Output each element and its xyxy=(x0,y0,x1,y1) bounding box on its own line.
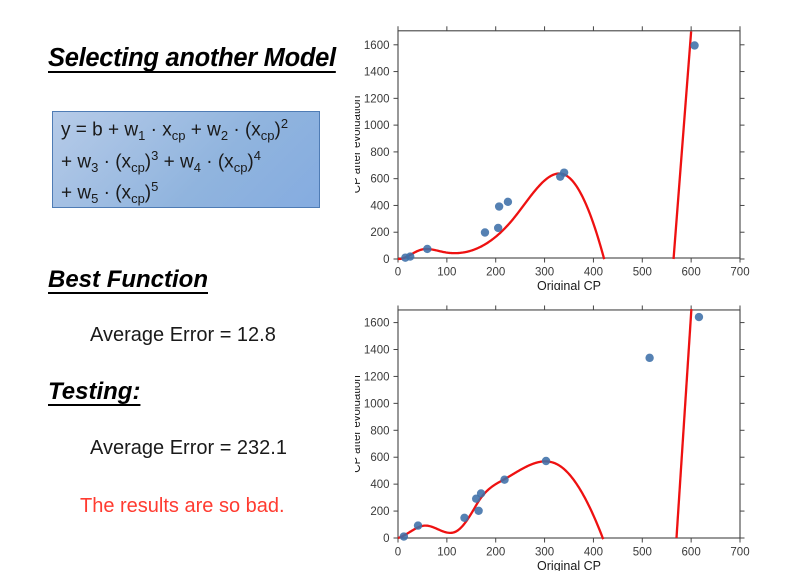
svg-text:1400: 1400 xyxy=(364,67,390,79)
svg-text:400: 400 xyxy=(370,200,389,212)
svg-text:400: 400 xyxy=(584,267,603,279)
svg-text:1400: 1400 xyxy=(364,345,390,357)
svg-text:0: 0 xyxy=(395,547,401,559)
svg-text:800: 800 xyxy=(370,425,389,437)
svg-text:0: 0 xyxy=(383,533,389,545)
svg-text:1200: 1200 xyxy=(364,93,390,105)
svg-text:500: 500 xyxy=(633,547,652,559)
svg-text:600: 600 xyxy=(370,452,389,464)
svg-text:200: 200 xyxy=(370,227,389,239)
svg-text:500: 500 xyxy=(633,267,652,279)
svg-text:1600: 1600 xyxy=(364,40,390,52)
svg-text:Original CP: Original CP xyxy=(537,279,601,290)
svg-text:700: 700 xyxy=(730,547,749,559)
svg-text:CP after evoluation: CP after evoluation xyxy=(355,96,363,194)
svg-text:400: 400 xyxy=(584,547,603,559)
svg-text:800: 800 xyxy=(370,147,389,159)
svg-text:200: 200 xyxy=(486,547,505,559)
svg-text:600: 600 xyxy=(370,174,389,186)
svg-text:600: 600 xyxy=(682,267,701,279)
svg-text:0: 0 xyxy=(395,267,401,279)
svg-text:600: 600 xyxy=(682,547,701,559)
svg-text:0: 0 xyxy=(383,254,389,266)
svg-text:300: 300 xyxy=(535,547,554,559)
svg-text:1000: 1000 xyxy=(364,120,390,132)
svg-text:1600: 1600 xyxy=(364,318,390,330)
svg-text:Original CP: Original CP xyxy=(537,559,601,571)
svg-text:100: 100 xyxy=(437,547,456,559)
svg-text:700: 700 xyxy=(730,267,749,279)
svg-text:400: 400 xyxy=(370,479,389,491)
svg-text:200: 200 xyxy=(370,506,389,518)
svg-text:1200: 1200 xyxy=(364,371,390,383)
svg-text:200: 200 xyxy=(486,267,505,279)
svg-text:CP after evoluation: CP after evoluation xyxy=(355,375,363,473)
svg-text:300: 300 xyxy=(535,267,554,279)
svg-text:1000: 1000 xyxy=(364,398,390,410)
svg-text:100: 100 xyxy=(437,267,456,279)
